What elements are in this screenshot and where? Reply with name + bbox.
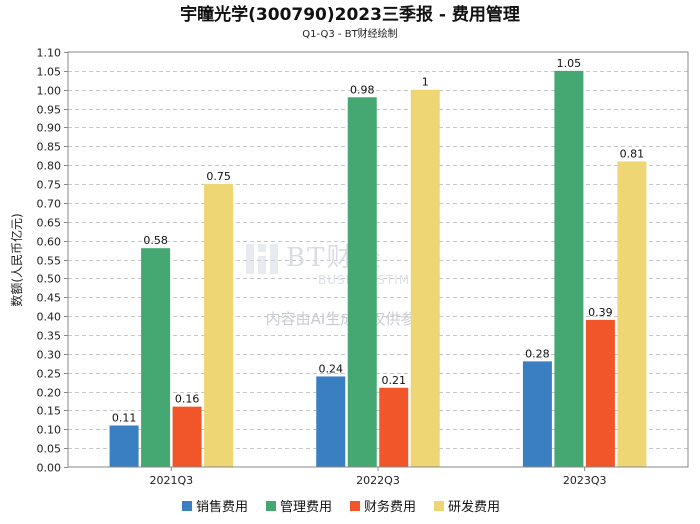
bar: [410, 89, 440, 468]
bar: [554, 70, 584, 467]
data-label: 0.16: [175, 393, 200, 406]
legend-label: 管理费用: [280, 500, 332, 515]
x-tick-label: 2022Q3: [356, 474, 400, 487]
y-tick-label: 0.55: [37, 255, 62, 268]
y-tick-label: 0.95: [37, 104, 62, 117]
data-label: 0.58: [143, 234, 168, 247]
chart-subtitle: Q1-Q3 - BT财经绘制: [302, 27, 397, 40]
legend-swatch: [350, 501, 360, 511]
y-tick-label: 0.45: [37, 292, 62, 305]
data-label: 0.11: [112, 412, 137, 425]
y-tick-label: 0.15: [37, 405, 62, 418]
y-tick-label: 1.10: [37, 47, 62, 60]
bar: [141, 248, 171, 467]
data-label: 0.28: [525, 347, 550, 360]
y-tick-label: 0.85: [37, 141, 62, 154]
watermark-logo-icon: [246, 244, 278, 274]
bar: [204, 184, 234, 467]
x-tick-label: 2023Q3: [563, 474, 607, 487]
y-tick-label: 1.05: [37, 66, 62, 79]
legend-label: 财务费用: [364, 499, 416, 515]
data-label: 0.24: [319, 362, 344, 375]
data-label: 1: [422, 76, 429, 89]
grid-lines: [68, 71, 688, 449]
y-tick-label: 0.20: [37, 387, 62, 400]
legend: 销售费用 管理费用 财务费用 研发费用: [182, 499, 500, 515]
data-label: 0.98: [350, 83, 375, 96]
y-tick-label: 0.05: [37, 443, 62, 456]
legend-label: 研发费用: [448, 499, 500, 515]
bar: [109, 425, 139, 467]
data-label: 0.39: [588, 306, 613, 319]
y-tick-label: 0.75: [37, 179, 62, 192]
data-label: 1.05: [557, 57, 582, 70]
legend-swatch: [266, 501, 276, 511]
y-tick-label: 0.40: [37, 311, 62, 324]
data-label: 0.81: [620, 147, 645, 160]
bar: [316, 376, 346, 467]
legend-swatch: [182, 501, 192, 511]
bar: [347, 97, 377, 467]
legend-label: 销售费用: [196, 499, 248, 515]
chart-title: 宇瞳光学(300790)2023三季报 - 费用管理: [180, 4, 520, 25]
y-tick-label: 0.70: [37, 198, 62, 211]
bar: [617, 161, 647, 467]
legend-swatch: [434, 501, 444, 511]
x-tick-label: 2021Q3: [150, 474, 194, 487]
bar: [585, 319, 615, 467]
y-tick-label: 0.80: [37, 160, 62, 173]
bar: [172, 406, 202, 467]
data-label: 0.21: [382, 374, 407, 387]
watermark: BT财经 BUSINESSTIMES 内容由AI生成，仅供参考: [246, 243, 430, 328]
y-tick-label: 0.10: [37, 424, 62, 437]
bar: [522, 361, 552, 467]
y-axis-label: 数额(人民币亿元): [9, 213, 24, 306]
bars: 0.11 0.58 0.16 0.75 0.24 0.98 0.21 1 0.28 1.05 0.3…: [109, 57, 647, 468]
y-tick-label: 0.50: [37, 273, 62, 286]
y-tick-label: 0.25: [37, 368, 62, 381]
data-label: 0.75: [206, 170, 231, 183]
y-tick-label: 0.60: [37, 236, 62, 249]
y-tick-label: 0.35: [37, 330, 62, 343]
y-tick-label: 0.00: [37, 462, 62, 475]
y-tick-label: 0.90: [37, 122, 62, 135]
bar: [379, 387, 409, 467]
y-tick-label: 0.30: [37, 349, 62, 362]
y-tick-label: 0.65: [37, 217, 62, 230]
y-tick-label: 1.00: [37, 85, 62, 98]
axes: 0.00 0.05 0.10 0.15 0.20 0.25 0.30 0.35 0.40 0.45…: [37, 47, 689, 487]
